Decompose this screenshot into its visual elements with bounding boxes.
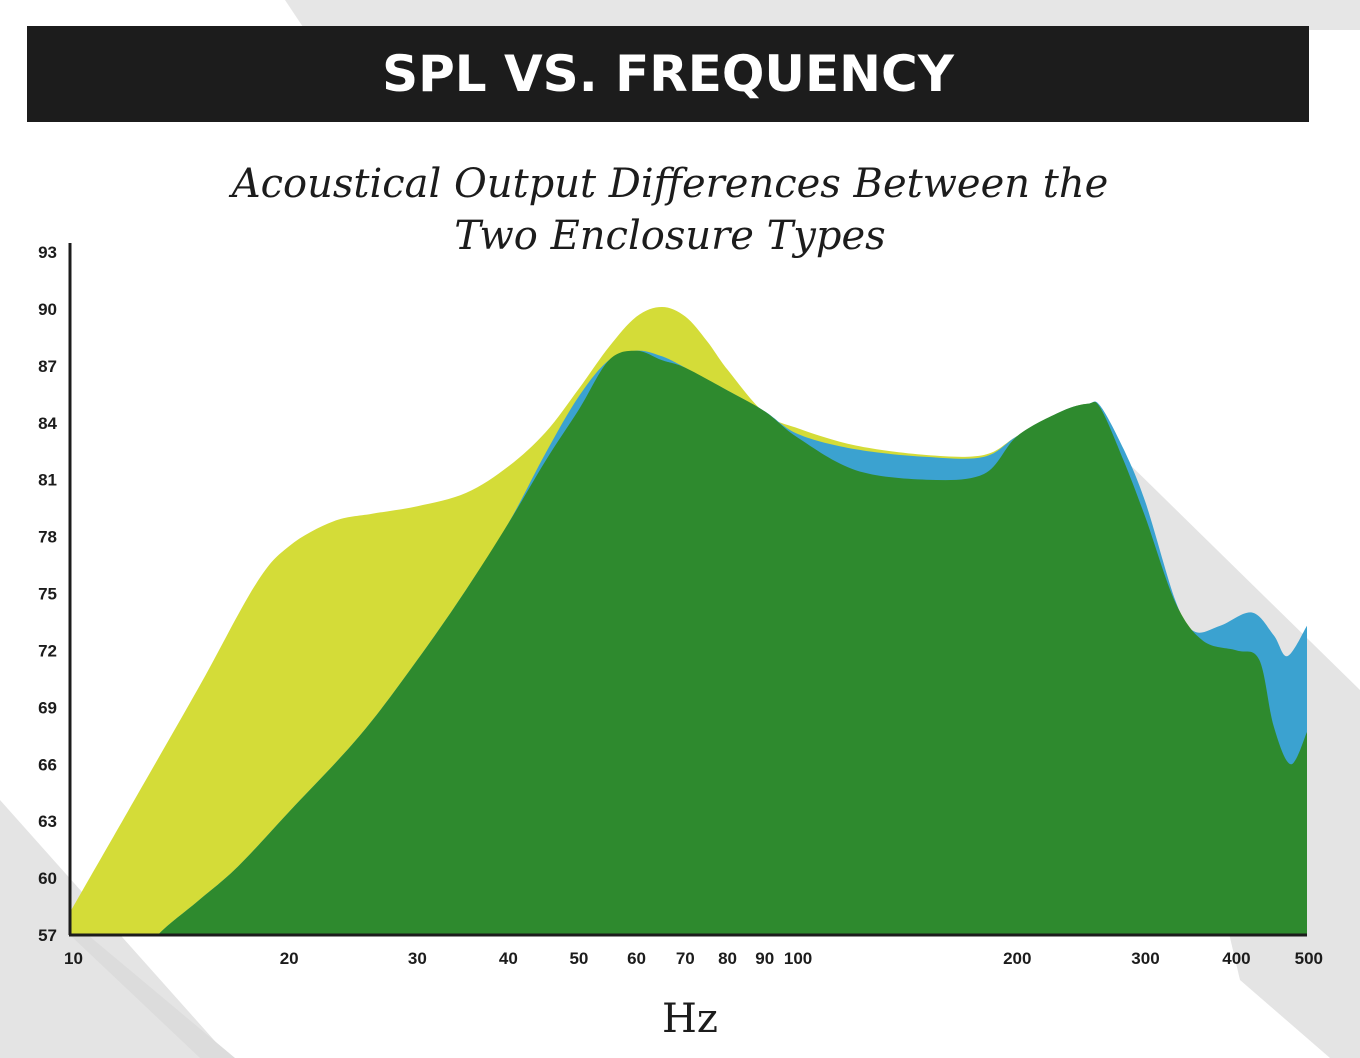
y-tick-label: 78 bbox=[38, 528, 57, 547]
y-tick-labels: 57 60 63 66 69 72 75 78 81 84 87 90 93 bbox=[38, 243, 57, 945]
chart-axes bbox=[68, 243, 1307, 937]
x-tick-label: 200 bbox=[1003, 949, 1031, 968]
x-tick-label: 500 bbox=[1295, 949, 1323, 968]
x-tick-label: 100 bbox=[784, 949, 812, 968]
x-tick-label: 30 bbox=[408, 949, 427, 968]
x-tick-label: 40 bbox=[499, 949, 518, 968]
x-tick-label: 400 bbox=[1222, 949, 1250, 968]
x-tick-label: 10 bbox=[64, 949, 83, 968]
chart-subtitle: Acoustical Output Differences Between th… bbox=[170, 158, 1170, 262]
y-tick-label: 60 bbox=[38, 869, 57, 888]
y-tick-label: 63 bbox=[38, 812, 57, 831]
header-bar: SPL VS. FREQUENCY bbox=[27, 26, 1309, 122]
page-title: SPL VS. FREQUENCY bbox=[382, 45, 954, 103]
y-tick-label: 72 bbox=[38, 641, 57, 660]
y-tick-label: 90 bbox=[38, 300, 57, 319]
y-tick-label: 57 bbox=[38, 926, 57, 945]
x-tick-label: 80 bbox=[718, 949, 737, 968]
series-area-3 bbox=[70, 350, 1307, 935]
y-tick-label: 69 bbox=[38, 698, 57, 717]
x-tick-label: 300 bbox=[1131, 949, 1159, 968]
x-tick-labels: 10 20 30 40 50 60 70 80 90 100 200 300 400 500 bbox=[64, 949, 1323, 968]
y-tick-label: 87 bbox=[38, 357, 57, 376]
x-tick-label: 20 bbox=[280, 949, 299, 968]
x-tick-label: 60 bbox=[627, 949, 646, 968]
x-axis-title: Hz bbox=[662, 996, 718, 1042]
y-tick-label: 81 bbox=[38, 471, 57, 490]
x-tick-label: 90 bbox=[755, 949, 774, 968]
series-areas bbox=[70, 307, 1307, 935]
chart-subtitle-line-1: Acoustical Output Differences Between th… bbox=[231, 161, 1109, 207]
chart-subtitle-line-2: Two Enclosure Types bbox=[454, 213, 886, 259]
y-tick-label: 75 bbox=[38, 585, 57, 604]
x-tick-label: 50 bbox=[569, 949, 588, 968]
y-tick-label: 66 bbox=[38, 755, 57, 774]
x-tick-label: 70 bbox=[676, 949, 695, 968]
y-tick-label: 93 bbox=[38, 243, 57, 262]
y-tick-label: 84 bbox=[38, 414, 57, 433]
